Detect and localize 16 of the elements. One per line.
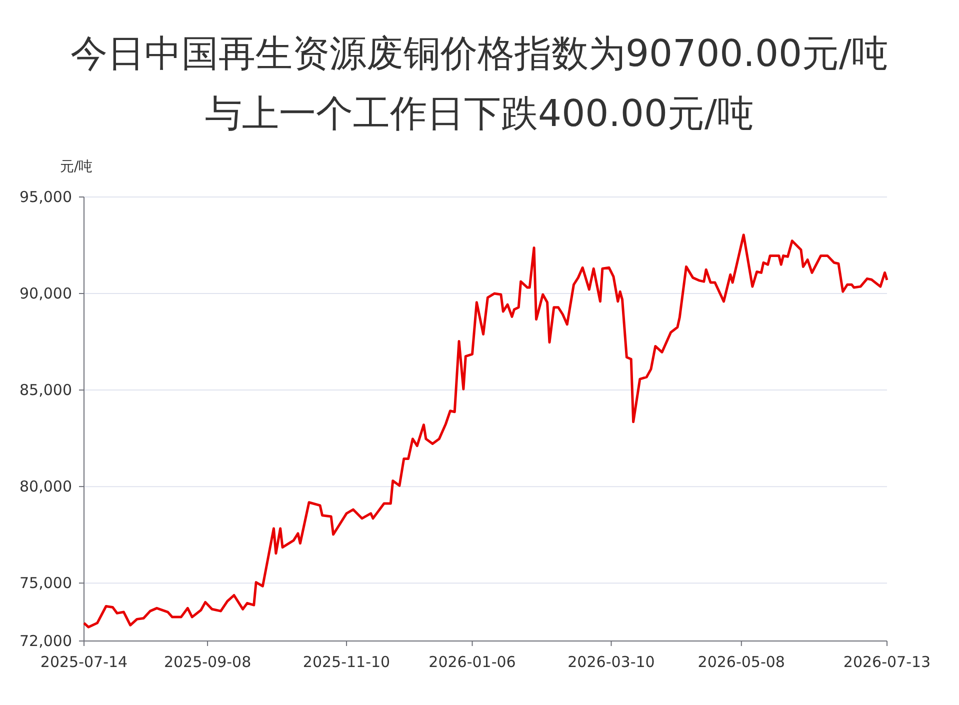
y-tick-label: 85,000 [20,381,72,400]
x-tick-label: 2026-03-10 [568,653,655,671]
y-tick-label: 80,000 [20,478,72,496]
y-axis-title: 元/吨 [60,159,93,175]
x-tick-label: 2025-11-10 [302,653,390,671]
x-tick-label: 2026-05-08 [698,653,785,671]
chart-subtitle: 与上一个工作日下跌400.00元/吨 [205,92,754,135]
y-tick-label: 95,000 [20,188,72,206]
x-tick-label: 2026-01-06 [428,653,516,671]
chart-title: 今日中国再生资源废铜价格指数为90700.00元/吨 [70,32,889,75]
y-tick-label: 90,000 [20,284,72,303]
x-tick-label: 2025-07-14 [40,653,128,671]
x-tick-label: 2025-09-08 [164,653,252,671]
y-tick-label: 72,000 [20,632,72,650]
y-tick-label: 75,000 [20,574,72,592]
x-tick-label: 2026-07-13 [843,653,931,671]
